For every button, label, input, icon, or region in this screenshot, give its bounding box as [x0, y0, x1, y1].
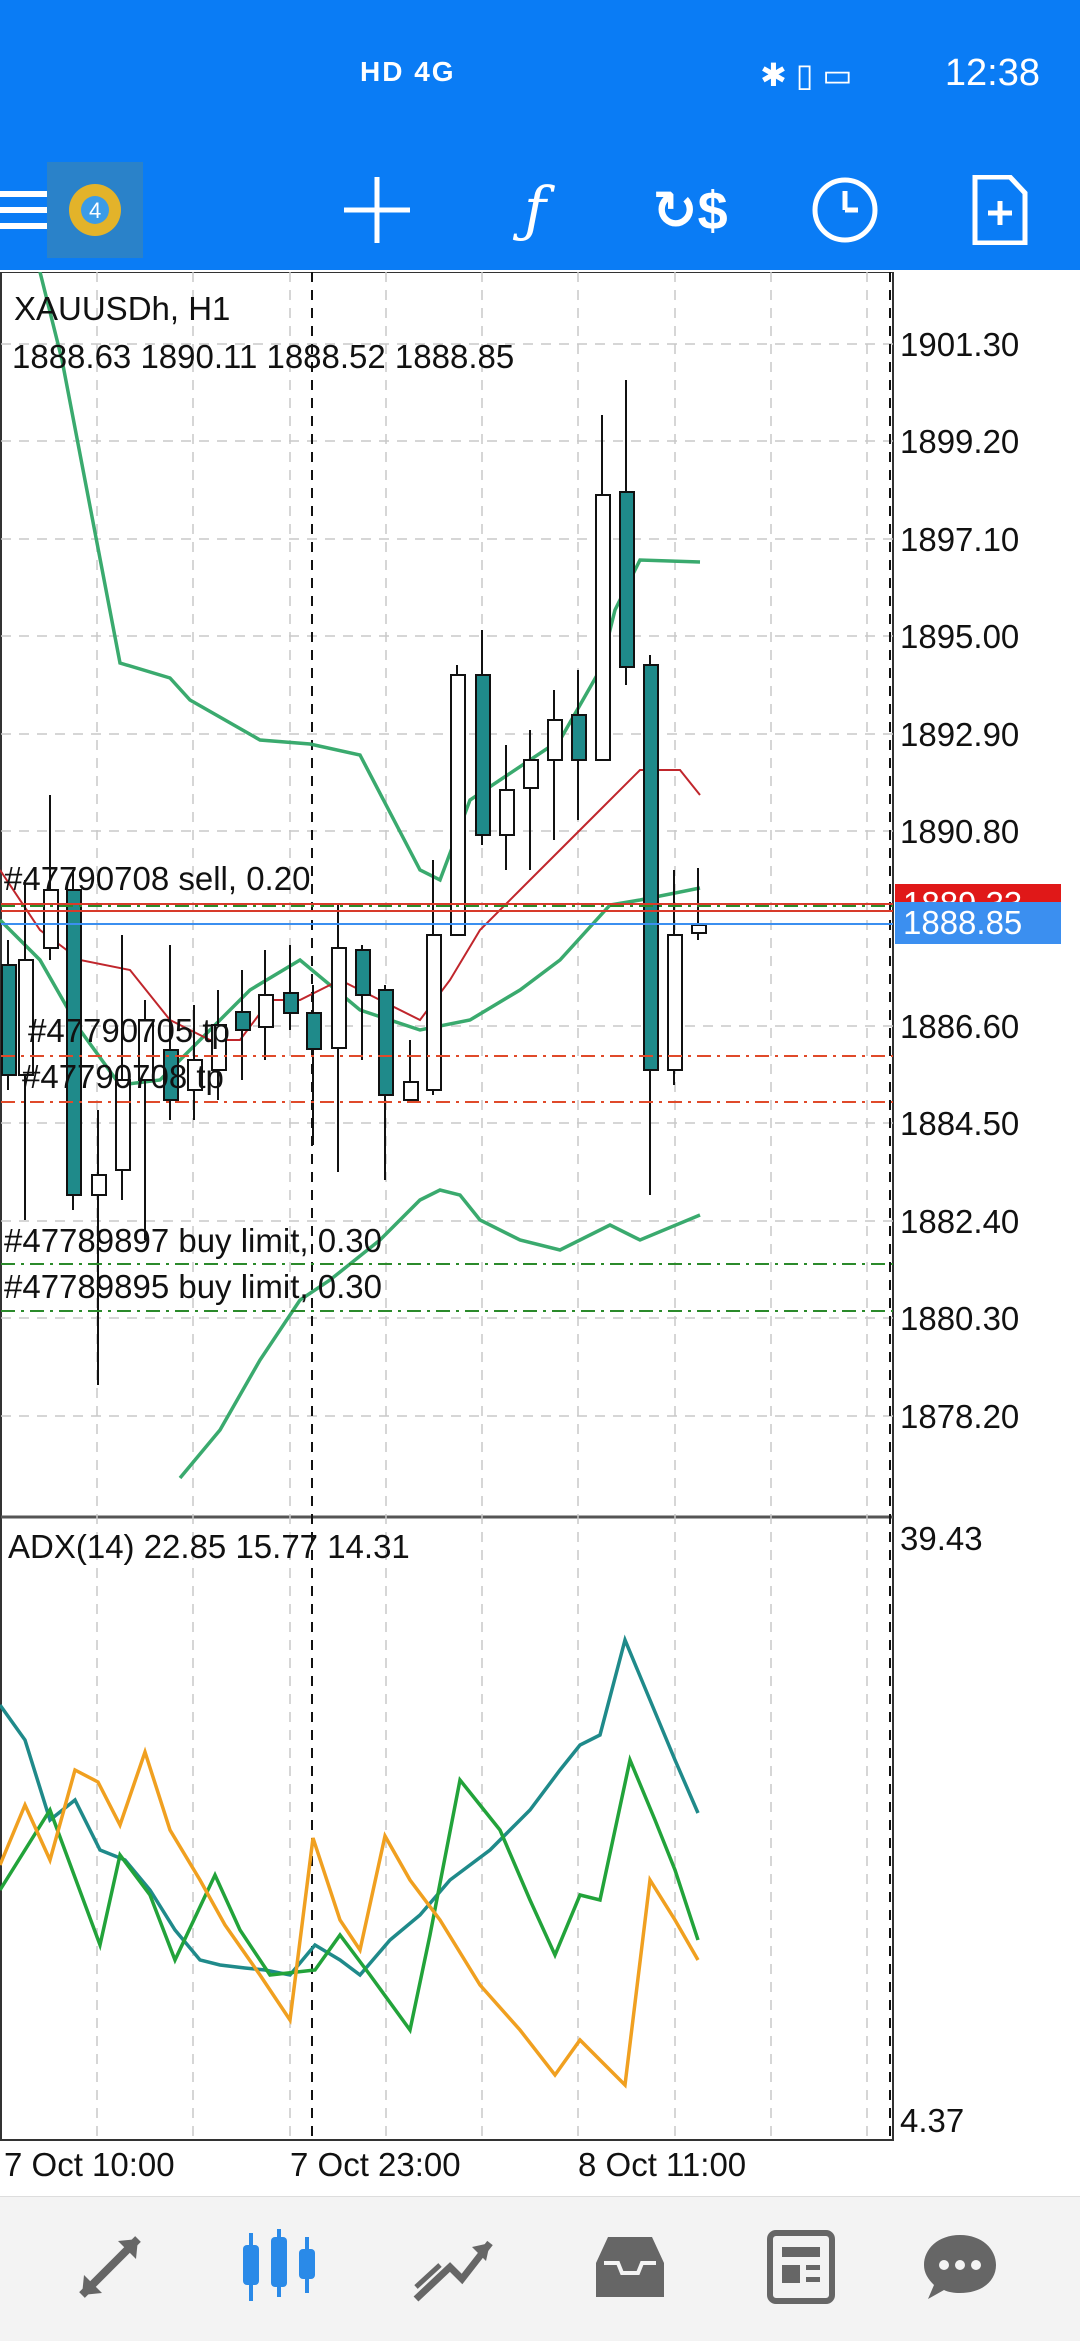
- bear-candle: [283, 992, 299, 1014]
- price-tick: 1878.20: [900, 1398, 1020, 1435]
- indicators-icon[interactable]: ƒ: [523, 175, 547, 245]
- trade-icon[interactable]: ↻$: [652, 180, 728, 241]
- messages-icon[interactable]: [905, 2217, 1015, 2317]
- bear-candle: [378, 989, 394, 1096]
- time-tick: 7 Oct 23:00: [290, 2146, 461, 2183]
- bear-candle: [163, 1049, 179, 1101]
- price-tick: 1895.00: [900, 618, 1020, 655]
- price-tick: 1892.90: [900, 716, 1020, 753]
- price-tick: 1886.60: [900, 1008, 1020, 1045]
- bull-candle: [43, 889, 59, 949]
- bear-candle: [306, 1012, 322, 1050]
- order-label-tp: #47790705 tp: [28, 1012, 230, 1049]
- bull-candle: [403, 1081, 419, 1101]
- price-tick: 1890.80: [900, 813, 1020, 850]
- vertical-grid: [96, 272, 868, 2140]
- symbol-label: XAUUSDh, H1: [14, 290, 231, 327]
- bear-candle: [619, 491, 635, 668]
- quotes-icon[interactable]: [55, 2217, 165, 2317]
- order-label-sell: #47790708 sell, 0.20: [4, 860, 311, 897]
- app-logo-icon[interactable]: 4: [45, 160, 145, 260]
- price-tick: 1899.20: [900, 423, 1020, 460]
- ohlc-label: 1888.63 1890.11 1888.52 1888.85: [12, 338, 515, 375]
- status-bar: HD 4G ✱ ▯ ▭ 12:38: [0, 0, 1080, 150]
- order-label-tp: #47790708 tp: [22, 1058, 224, 1095]
- bull-candle: [691, 924, 707, 934]
- bull-candle: [138, 1019, 154, 1081]
- trade-icon[interactable]: [400, 2217, 510, 2317]
- bid-price-badge: 1888.85: [895, 902, 1061, 944]
- bull-candle: [258, 994, 274, 1028]
- bull-candle: [667, 934, 683, 1071]
- bull-candle: [211, 1024, 227, 1071]
- clock-icon[interactable]: [795, 160, 895, 260]
- bear-candle: [235, 1011, 251, 1031]
- bull-candle: [187, 1059, 203, 1091]
- new-order-icon[interactable]: [950, 160, 1050, 260]
- bear-candle: [571, 714, 587, 761]
- bollinger-lower: [178, 1188, 701, 1480]
- bear-candle: [475, 674, 491, 836]
- bull-candle: [18, 959, 34, 1076]
- menu-icon[interactable]: [0, 160, 80, 260]
- bottom-navigation: [0, 2196, 1080, 2341]
- adx-axis-min: 4.37: [900, 2102, 965, 2139]
- adx-axis-max: 39.43: [900, 1520, 983, 1557]
- adx-minus-line: [0, 1746, 700, 2089]
- bear-candle: [355, 949, 371, 996]
- price-chart[interactable]: [0, 272, 1080, 2192]
- order-label-buy-limit: #47789897 buy limit, 0.30: [4, 1222, 382, 1259]
- price-tick: 1897.10: [900, 521, 1020, 558]
- history-icon[interactable]: [575, 2217, 685, 2317]
- bull-candle: [547, 719, 563, 761]
- svg-text:4: 4: [89, 198, 101, 223]
- candles: [1, 380, 707, 1385]
- bull-candle: [91, 1174, 107, 1196]
- toolbar: 4 ƒ ↻$: [0, 150, 1080, 270]
- price-tick: 1884.50: [900, 1105, 1020, 1142]
- bluetooth-icon: ✱ ▯ ▭: [760, 57, 853, 93]
- news-icon[interactable]: [745, 2217, 855, 2317]
- bull-candle: [499, 789, 515, 836]
- price-tick: 1880.30: [900, 1300, 1020, 1337]
- price-tick: 1882.40: [900, 1203, 1020, 1240]
- chart-icon[interactable]: [225, 2217, 335, 2317]
- bear-candle: [1, 964, 17, 1076]
- order-label-buy-limit: #47789895 buy limit, 0.30: [4, 1268, 382, 1305]
- crosshair-icon[interactable]: [327, 160, 427, 260]
- bull-candle: [523, 759, 539, 789]
- adx-indicator-label: ADX(14) 22.85 15.77 14.31: [8, 1528, 410, 1565]
- bear-candle: [643, 664, 659, 1071]
- bull-candle: [595, 494, 611, 761]
- adx-panel-border: [0, 1516, 894, 2141]
- price-tick: 1901.30: [900, 326, 1020, 363]
- horizontal-grid: [1, 343, 893, 1417]
- bear-candle: [66, 889, 82, 1196]
- network-status: HD 4G: [360, 56, 456, 87]
- clock-time: 12:38: [944, 52, 1040, 94]
- time-tick: 8 Oct 11:00: [578, 2146, 747, 2183]
- bull-candle: [426, 934, 442, 1091]
- bull-candle: [450, 674, 466, 936]
- bull-candle: [331, 947, 347, 1049]
- adx-plus-line: [0, 1754, 700, 2035]
- time-tick: 7 Oct 10:00: [4, 2146, 175, 2183]
